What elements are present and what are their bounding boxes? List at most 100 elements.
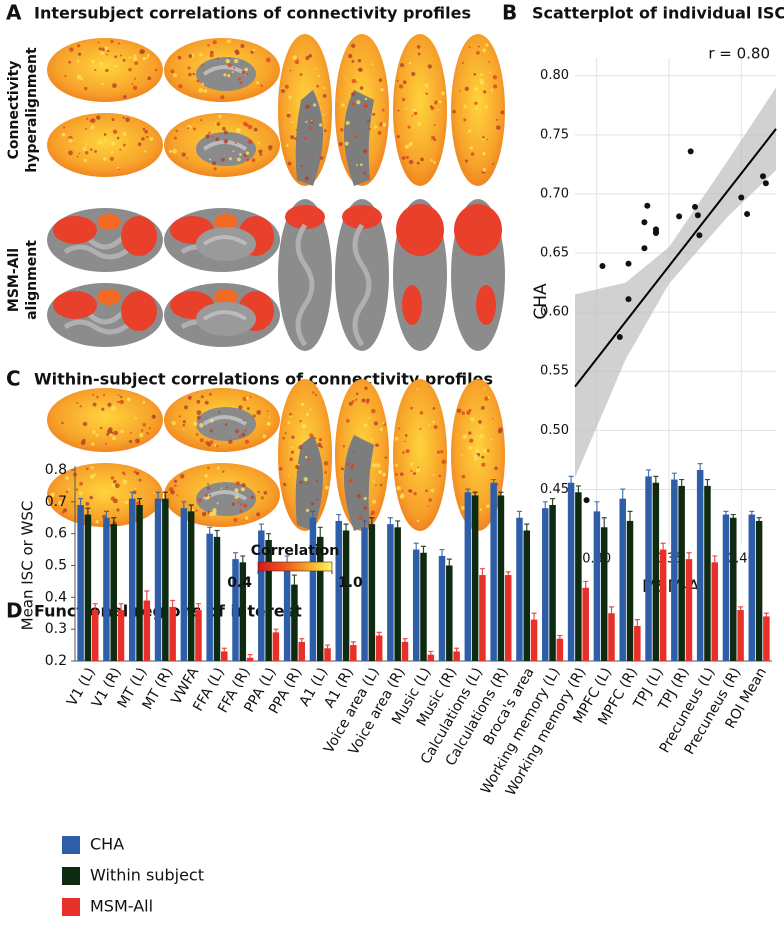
bar <box>671 479 678 661</box>
y-tick-label: 0.60 <box>540 305 569 320</box>
speckle <box>431 135 436 140</box>
speckle <box>310 120 313 122</box>
speckle <box>191 508 195 512</box>
error-bar <box>550 498 556 512</box>
speckle <box>111 118 115 122</box>
bar <box>542 508 549 661</box>
error-bar <box>620 488 626 509</box>
speckle <box>186 157 188 160</box>
speckle <box>80 77 83 81</box>
speckle <box>440 91 445 96</box>
speckle <box>305 55 310 61</box>
speckle <box>289 69 292 72</box>
speckle <box>62 126 66 129</box>
speckle <box>394 436 399 441</box>
speckle <box>134 77 137 80</box>
brain <box>164 113 280 177</box>
speckle <box>404 107 407 110</box>
brain <box>278 379 332 531</box>
brain <box>335 379 389 531</box>
brain <box>47 208 163 272</box>
speckle <box>468 46 471 48</box>
error-bar <box>653 475 659 490</box>
bar <box>748 514 756 661</box>
speckle <box>218 410 221 414</box>
speckle <box>394 463 398 467</box>
bar <box>84 514 92 661</box>
speckle <box>325 485 329 490</box>
speckle <box>76 59 80 63</box>
speckle <box>124 500 129 505</box>
speckle <box>96 395 99 399</box>
bar <box>309 517 317 661</box>
speckle <box>142 127 146 131</box>
speckle <box>469 146 474 150</box>
error-bar <box>479 568 485 583</box>
speckle <box>355 392 359 396</box>
brain <box>164 463 280 527</box>
speckle <box>284 84 289 89</box>
speckle <box>258 149 263 154</box>
speckle <box>193 421 198 426</box>
speckle <box>441 459 447 465</box>
speckle <box>468 445 473 450</box>
bar <box>283 562 291 661</box>
y-tick-label: 0.45 <box>540 482 569 497</box>
speckle <box>370 438 374 441</box>
point <box>738 194 745 201</box>
speckle <box>416 45 421 49</box>
speckle <box>364 97 368 101</box>
speckle <box>94 150 97 153</box>
bar <box>438 555 446 661</box>
speckle <box>320 445 323 449</box>
error-bar <box>763 612 769 621</box>
speckle <box>76 401 79 404</box>
speckle <box>259 153 263 157</box>
speckle <box>141 137 145 141</box>
error-bar <box>421 545 426 560</box>
speckle <box>378 78 383 83</box>
speckle <box>244 439 250 444</box>
speckle <box>114 483 120 489</box>
bar <box>567 482 575 661</box>
speckle <box>125 117 130 122</box>
speckle <box>430 159 433 162</box>
speckle <box>202 69 205 72</box>
speckle <box>462 62 464 64</box>
speckle <box>234 488 239 493</box>
speckle <box>317 132 320 135</box>
speckle <box>486 504 490 509</box>
speckle <box>294 137 297 141</box>
error-bar <box>258 523 264 538</box>
legend-swatch <box>62 898 80 916</box>
speckle <box>305 508 310 512</box>
point <box>676 213 683 220</box>
activation <box>402 285 422 325</box>
bar <box>608 613 615 661</box>
speckle <box>220 487 223 490</box>
speckle <box>103 157 107 161</box>
speckle <box>86 117 89 120</box>
bar <box>582 587 589 661</box>
brain <box>335 34 389 186</box>
speckle <box>280 88 286 94</box>
speckle <box>461 411 466 416</box>
speckle <box>408 159 414 165</box>
speckle <box>123 95 127 99</box>
speckle <box>405 144 410 149</box>
speckle <box>196 79 200 83</box>
speckle <box>174 484 177 487</box>
error-bar <box>738 606 744 614</box>
error-bar <box>730 513 736 522</box>
speckle <box>95 519 99 524</box>
error-bar <box>137 498 143 512</box>
speckle <box>58 500 63 506</box>
speckle <box>68 138 73 143</box>
speckle <box>231 71 234 74</box>
error-bar <box>266 533 272 547</box>
speckle <box>207 43 210 47</box>
bar <box>335 520 343 661</box>
speckle <box>237 77 241 81</box>
speckle <box>318 123 323 127</box>
activation <box>121 291 157 331</box>
